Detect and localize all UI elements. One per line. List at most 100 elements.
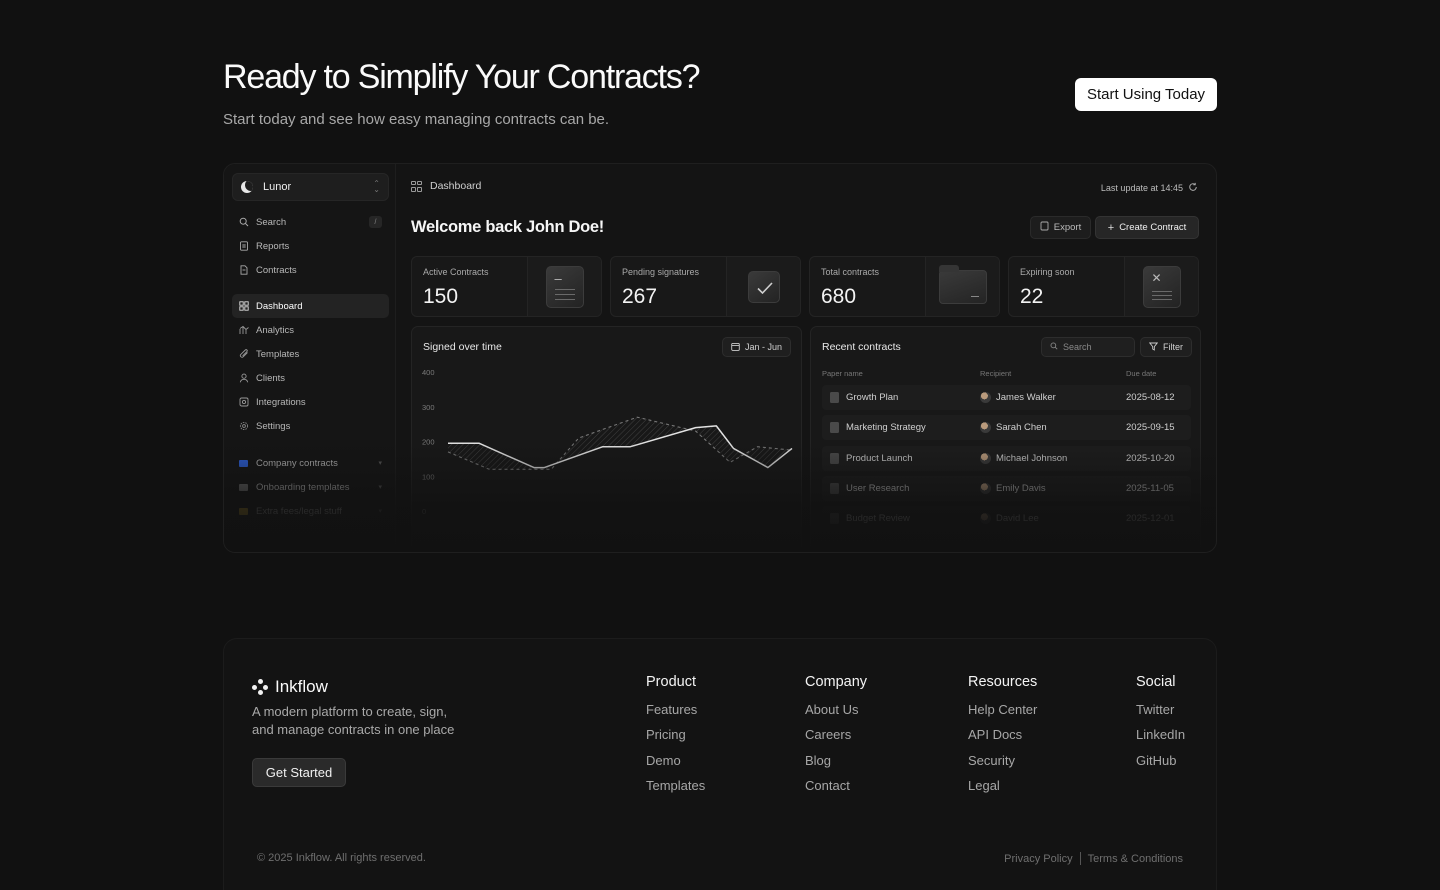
folder-company-contracts[interactable]: Company contracts ▾ — [232, 451, 389, 475]
sidebar-item-label: Contracts — [256, 264, 297, 276]
avatar — [980, 482, 991, 494]
footer-link-github[interactable]: GitHub — [1136, 752, 1177, 768]
panel-title: Recent contracts — [822, 341, 901, 353]
stat-label: Pending signatures — [622, 267, 700, 277]
footer-link-careers[interactable]: Careers — [805, 727, 852, 743]
footer-link-legal[interactable]: Legal — [968, 777, 1000, 793]
chevron-down-icon: ▾ — [378, 508, 382, 515]
date-range-picker[interactable]: Jan - Jun — [722, 337, 792, 357]
create-contract-button[interactable]: + Create Contract — [1095, 216, 1199, 239]
calendar-icon — [731, 342, 740, 353]
sidebar-item-label: Reports — [256, 240, 290, 252]
y-tick-label: 0 — [422, 507, 426, 516]
paper-name-cell: User Research — [830, 476, 909, 501]
recipient-name: Emily Davis — [996, 482, 1046, 494]
filter-button[interactable]: Filter — [1140, 337, 1192, 357]
sidebar-item-settings[interactable]: Settings — [232, 414, 389, 438]
footer-link-blog[interactable]: Blog — [805, 752, 832, 768]
table-row[interactable]: User Research Emily Davis 2025-11-05 — [822, 475, 1191, 501]
stat-card-total-contracts: Total contracts 680 — [809, 256, 1000, 317]
due-date: 2025-10-20 — [1126, 452, 1175, 464]
contracts-search-input[interactable]: Search — [1041, 337, 1135, 357]
stat-card-active-contracts: Active Contracts 150 – — [411, 256, 602, 317]
file-icon — [830, 392, 839, 403]
paper-name: Growth Plan — [846, 392, 899, 403]
sidebar-item-clients[interactable]: Clients — [232, 366, 389, 390]
table-row[interactable]: Marketing Strategy Sarah Chen 2025-09-15 — [822, 415, 1191, 441]
footer-link-about-us[interactable]: About Us — [805, 702, 859, 717]
footer-link-demo[interactable]: Demo — [646, 752, 681, 768]
footer-link-templates[interactable]: Templates — [646, 777, 706, 793]
y-tick-label: 400 — [422, 368, 435, 377]
recipient-name: Sarah Chen — [996, 422, 1047, 434]
expired-document-icon: ✕ — [1124, 257, 1198, 316]
sidebar-item-contracts[interactable]: Contracts — [232, 258, 389, 282]
paper-name-cell: Product Launch — [830, 446, 913, 471]
sidebar-item-templates[interactable]: Templates — [232, 342, 389, 366]
privacy-policy-link[interactable]: Privacy Policy — [1004, 852, 1073, 865]
get-started-button[interactable]: Get Started — [252, 758, 346, 787]
recipient-cell: Emily Davis — [980, 476, 1046, 501]
table-row[interactable]: Budget Review David Lee 2025-12-01 — [822, 506, 1191, 532]
terms-link[interactable]: Terms & Conditions — [1087, 852, 1183, 865]
sidebar-item-label: Integrations — [256, 396, 306, 408]
footer-link-linkedin[interactable]: LinkedIn — [1136, 727, 1186, 743]
footer-link-security[interactable]: Security — [968, 752, 1015, 768]
footer-brand[interactable]: Inkflow — [252, 677, 328, 697]
chevron-down-icon: ▾ — [378, 460, 382, 467]
recent-contracts-panel: Recent contracts Search Filter Paper nam… — [810, 326, 1201, 552]
workspace-switcher[interactable]: Lunor ⌃ ⌄ — [232, 173, 389, 201]
footer-column-company: Company About Us Careers Blog Contact — [805, 674, 867, 803]
y-tick-label: 300 — [422, 403, 435, 412]
stat-card-pending-signatures: Pending signatures 267 — [610, 256, 801, 317]
table-row[interactable]: Growth Plan James Walker 2025-08-12 — [822, 385, 1191, 410]
plus-icon: + — [1107, 221, 1115, 234]
footer-link-help-center[interactable]: Help Center — [968, 702, 1038, 717]
welcome-heading: Welcome back John Doe! — [411, 218, 604, 236]
column-header: Due date — [1126, 369, 1157, 378]
footer-link-pricing[interactable]: Pricing — [646, 727, 686, 743]
footer-link-twitter[interactable]: Twitter — [1136, 702, 1175, 717]
footer-column-social: Social Twitter LinkedIn GitHub — [1136, 674, 1185, 778]
folder-icon — [239, 483, 248, 491]
export-button[interactable]: Export — [1030, 216, 1091, 239]
export-label: Export — [1053, 222, 1082, 233]
start-using-today-button[interactable]: Start Using Today — [1075, 78, 1217, 111]
filter-label: Filter — [1163, 342, 1183, 352]
folder-onboarding-templates[interactable]: Onboarding templates ▾ — [232, 475, 389, 499]
footer-link-api-docs[interactable]: API Docs — [968, 727, 1023, 743]
search-icon — [1050, 342, 1058, 352]
sidebar-item-analytics[interactable]: Analytics — [232, 318, 389, 342]
search-icon — [239, 217, 249, 227]
folder-label: Onboarding templates — [256, 481, 350, 493]
sidebar-item-search[interactable]: Search / — [232, 210, 389, 234]
last-update: Last update at 14:45 — [1101, 182, 1198, 194]
table-row[interactable]: Product Launch Michael Johnson 2025-10-20 — [822, 445, 1191, 471]
refresh-icon[interactable] — [1188, 182, 1198, 194]
contracts-icon — [239, 265, 249, 275]
footer-link-features[interactable]: Features — [646, 702, 698, 717]
reports-icon — [239, 241, 249, 251]
sidebar-item-integrations[interactable]: Integrations — [232, 390, 389, 414]
folder-label: Extra fees/legal stuff — [256, 505, 342, 517]
stat-value: 22 — [1020, 285, 1044, 308]
brand-description: A modern platform to create, sign, and m… — [252, 704, 455, 737]
document-icon: – — [527, 257, 601, 316]
nav-folders: Company contracts ▾ Onboarding templates… — [232, 451, 389, 523]
brand-name: Inkflow — [275, 677, 328, 696]
recipient-cell: James Walker — [980, 385, 1056, 410]
sidebar-item-dashboard[interactable]: Dashboard — [232, 294, 389, 318]
footer-link-contact[interactable]: Contact — [805, 777, 850, 793]
folder-extra-fees[interactable]: Extra fees/legal stuff ▾ — [232, 499, 389, 523]
footer-column-resources: Resources Help Center API Docs Security … — [968, 674, 1037, 803]
paper-name: Marketing Strategy — [846, 422, 926, 434]
stat-value: 150 — [423, 285, 459, 308]
dashboard-main: Dashboard Last update at 14:45 Welcome b… — [396, 164, 1216, 552]
dashboard-preview: Lunor ⌃ ⌄ Search / Reports Con — [223, 163, 1217, 553]
signed-over-time-chart: 400 300 200 100 0 — [422, 368, 793, 516]
folder-icon — [925, 257, 999, 316]
divider — [1079, 852, 1081, 865]
avatar — [980, 422, 991, 434]
create-contract-label: Create Contract — [1119, 222, 1187, 233]
sidebar-item-reports[interactable]: Reports — [232, 234, 389, 258]
